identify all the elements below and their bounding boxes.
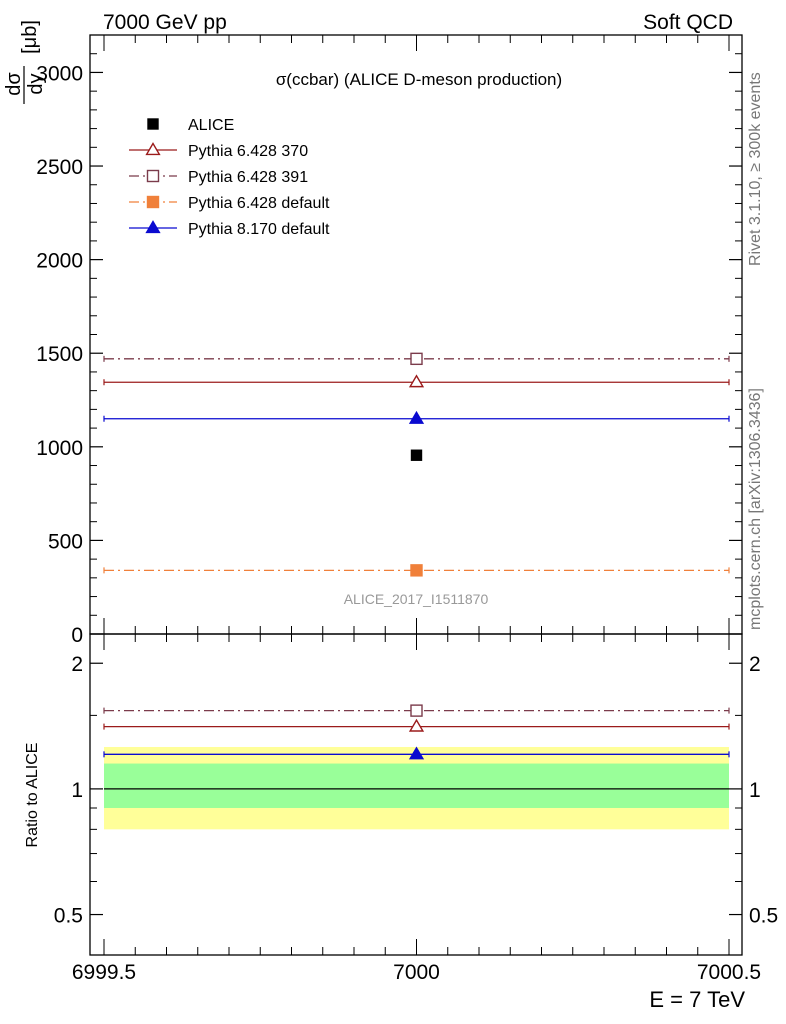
main-y-tick-label-3: 1500 <box>36 343 83 366</box>
ratio-series-layer <box>103 704 730 760</box>
legend-marker-0 <box>147 118 159 130</box>
ratio-series-0-point <box>408 718 425 732</box>
x-tick-label-1: 7000 <box>393 961 440 984</box>
main-y-tick-label-5: 2500 <box>36 156 83 179</box>
mcplots-label: mcplots.cern.ch [arXiv:1306.3436] <box>747 388 764 630</box>
legend-label-0: ALICE <box>188 117 234 134</box>
legend: ALICE Pythia 6.428 370 Pythia 6.428 391 Pyt… <box>129 117 330 238</box>
legend-marker-2 <box>146 169 160 183</box>
main-y-tick-label-2: 1000 <box>36 437 83 460</box>
main-series-4-point <box>408 410 425 424</box>
x-axis-label: E = 7 TeV <box>649 987 745 1012</box>
main-series-layer <box>103 352 730 577</box>
ylabel-unit: [μb] <box>19 20 41 54</box>
axes-layer: 0 500 1000 1500 2000 2500 3000 0.5 0.5 1 1 2 2 6999.5… <box>36 34 778 984</box>
ratio-series-1-point <box>410 704 423 717</box>
rivet-label: Rivet 3.1.10, ≥ 300k events <box>747 72 764 266</box>
legend-marker-1 <box>145 142 161 156</box>
analysis-label: ALICE_2017_I1511870 <box>344 591 489 607</box>
x-tick-label-2: 7000.5 <box>697 961 761 984</box>
ratio-series-2-point <box>408 746 425 760</box>
ratio-y-tick-label-1: 1 <box>71 779 83 802</box>
ratio-band-1 <box>104 763 729 808</box>
ratio-y-tick-label-right-2: 2 <box>749 653 761 676</box>
ratio-y-tick-label-2: 2 <box>71 653 83 676</box>
ratio-y-tick-label-right-0: 0.5 <box>749 905 778 928</box>
ratio-y-tick-label-right-1: 1 <box>749 779 761 802</box>
header-right-label: Soft QCD <box>643 11 733 34</box>
legend-label-2: Pythia 6.428 391 <box>188 169 308 186</box>
x-tick-label-0: 6999.5 <box>72 961 136 984</box>
ratio-y-axis-label: Ratio to ALICE <box>24 743 41 848</box>
header-left-label: 7000 GeV pp <box>103 11 227 34</box>
main-series-0-point <box>410 449 423 461</box>
legend-label-1: Pythia 6.428 370 <box>188 143 308 160</box>
ylabel-denominator: dy <box>25 73 47 94</box>
legend-marker-4 <box>145 220 161 234</box>
main-y-tick-label-6: 3000 <box>36 62 83 85</box>
chart-title: σ(ccbar) (ALICE D-meson production) <box>276 70 562 89</box>
main-series-1-point <box>408 374 425 388</box>
main-y-axis-label: dσ dy [μb] <box>3 20 47 104</box>
main-y-tick-label-0: 0 <box>71 624 83 647</box>
ratio-uncertainty-bands <box>104 746 729 830</box>
legend-label-3: Pythia 6.428 default <box>188 195 330 212</box>
ylabel-numerator: dσ <box>3 72 25 96</box>
main-series-2-point <box>410 352 423 366</box>
ratio-y-tick-label-0: 0.5 <box>54 905 83 928</box>
main-y-tick-label-4: 2000 <box>36 250 83 273</box>
main-series-3-point <box>410 564 423 577</box>
legend-marker-3 <box>146 195 160 209</box>
main-y-tick-label-1: 500 <box>48 530 83 553</box>
legend-label-4: Pythia 8.170 default <box>188 221 330 238</box>
